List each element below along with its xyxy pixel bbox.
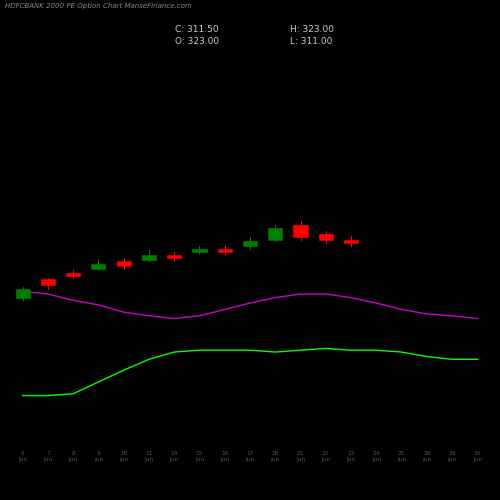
Bar	[16, 288, 30, 298]
Bar	[218, 248, 232, 252]
Bar	[294, 225, 308, 237]
Text: L: 311.00: L: 311.00	[290, 38, 333, 46]
Bar	[92, 264, 106, 268]
Text: H: 323.00: H: 323.00	[290, 25, 334, 34]
Bar	[116, 262, 131, 266]
Bar	[268, 228, 282, 239]
Bar	[318, 234, 333, 239]
Bar	[41, 280, 55, 285]
Bar	[66, 273, 80, 276]
Text: O: 323.00: O: 323.00	[175, 38, 219, 46]
Bar	[243, 242, 257, 246]
Bar	[167, 255, 182, 258]
Bar	[192, 248, 206, 252]
Text: C: 311.50: C: 311.50	[175, 25, 218, 34]
Bar	[344, 240, 358, 243]
Bar	[142, 255, 156, 260]
Text: HDFCBANK 2000 PE Option Chart ManseFinance.com: HDFCBANK 2000 PE Option Chart ManseFinan…	[5, 2, 192, 8]
